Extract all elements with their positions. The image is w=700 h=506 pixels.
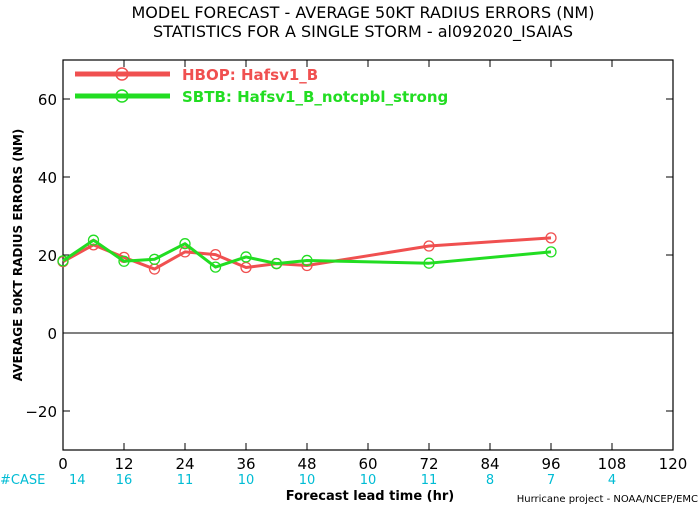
x-tick-label: 0 [58, 455, 68, 473]
series-1-point [57, 255, 69, 267]
credit: Hurricane project - NOAA/NCEP/EMC [517, 494, 698, 505]
case-label: #CASE [0, 473, 45, 488]
x-tick-label: 36 [236, 455, 255, 473]
series-line-0 [62, 236, 552, 271]
case-count: 14 [69, 473, 86, 488]
x-axis: 0 12 24 36 48 60 72 84 96 108 120 [58, 60, 687, 473]
legend-marker-hbop [115, 67, 129, 81]
series-0-point [179, 246, 191, 258]
series-layer [57, 232, 557, 275]
legend: HBOP: Hafsv1_B SBTB: Hafsv1_B_notcpbl_st… [75, 66, 448, 106]
series-1-point [423, 257, 435, 269]
y-tick-label: 0 [47, 325, 57, 343]
x-tick-label: 120 [659, 455, 688, 473]
legend-label-hbop: HBOP: Hafsv1_B [182, 66, 318, 84]
series-1-point [209, 261, 222, 273]
case-count: 11 [177, 473, 194, 488]
y-tick-label: 20 [38, 247, 57, 265]
case-counts: 14 16 11 10 10 10 11 8 7 4 [69, 473, 616, 488]
x-tick-label: 108 [598, 455, 627, 473]
case-count: 10 [238, 473, 255, 488]
series-1-point [270, 257, 283, 270]
case-count: 4 [608, 473, 616, 488]
series-1-point [148, 253, 161, 265]
series-line-1 [62, 238, 552, 269]
y-tick-label: −20 [25, 403, 57, 421]
legend-label-sbtb: SBTB: Hafsv1_B_notcpbl_strong [182, 88, 448, 106]
chart-title-line-2: STATISTICS FOR A SINGLE STORM - al092020… [153, 22, 573, 42]
case-count: 8 [486, 473, 494, 488]
x-tick-label: 96 [541, 455, 560, 473]
y-axis: −20 0 20 40 60 [25, 91, 673, 421]
x-tick-label: 48 [297, 455, 316, 473]
y-axis-label: AVERAGE 50KT RADIUS ERRORS (NM) [11, 129, 25, 381]
x-tick-label: 84 [480, 455, 499, 473]
series-1-point [545, 246, 557, 258]
x-axis-label: Forecast lead time (hr) [286, 489, 454, 504]
x-tick-label: 12 [114, 455, 133, 473]
x-tick-label: 60 [358, 455, 377, 473]
case-count: 10 [360, 473, 377, 488]
series-1-point [301, 254, 313, 267]
chart-title-line-1: MODEL FORECAST - AVERAGE 50KT RADIUS ERR… [132, 3, 595, 22]
series-0-point [545, 232, 557, 244]
y-tick-label: 40 [38, 169, 57, 187]
series-1-point [87, 234, 100, 246]
series-0-point [209, 248, 222, 261]
case-count: 16 [116, 473, 133, 488]
series-1-point [118, 255, 130, 267]
legend-marker-sbtb [115, 89, 129, 103]
case-count: 11 [421, 473, 438, 488]
x-tick-label: 72 [419, 455, 438, 473]
x-tick-label: 24 [175, 455, 194, 473]
case-count: 10 [299, 473, 316, 488]
series-1-point [240, 251, 252, 263]
y-tick-label: 60 [38, 91, 57, 109]
series-0-point [423, 240, 435, 252]
case-count: 7 [547, 473, 555, 488]
series-1-point [179, 238, 191, 250]
